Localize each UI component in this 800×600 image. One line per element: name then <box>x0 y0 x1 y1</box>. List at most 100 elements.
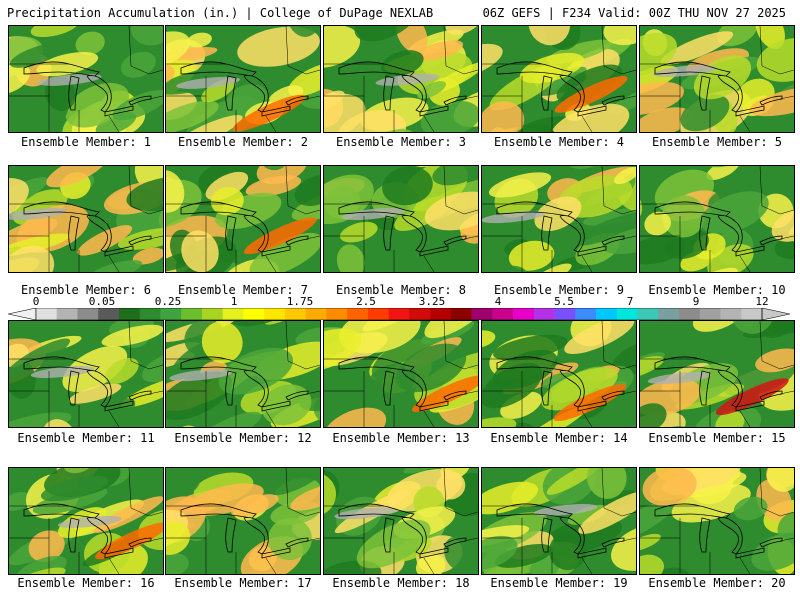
great-lakes-outline <box>496 503 625 559</box>
great-lakes-outline <box>180 61 309 117</box>
great-lakes-outline <box>180 503 309 559</box>
ensemble-map-panel <box>639 320 795 428</box>
ensemble-member-label: Ensemble Member: 5 <box>651 135 783 149</box>
colorbar-swatch <box>181 308 203 320</box>
colorbar-tick-label: 1 <box>230 295 238 308</box>
state-borders <box>324 468 478 574</box>
colorbar-swatch <box>56 308 78 320</box>
state-borders <box>166 468 320 574</box>
colorbar-swatch <box>222 308 244 320</box>
colorbar-tick-label: 1.75 <box>286 295 314 308</box>
state-borders <box>640 26 794 132</box>
great-lakes-outline <box>338 201 467 257</box>
precip-field <box>482 468 636 574</box>
colorbar-swatch <box>596 308 618 320</box>
colorbar-swatch <box>201 308 223 320</box>
precip-field <box>482 321 636 427</box>
precip-field <box>9 321 163 427</box>
ensemble-member-label: Ensemble Member: 11 <box>17 431 155 445</box>
ensemble-map-panel <box>639 25 795 133</box>
great-lakes-outline <box>654 503 783 559</box>
colorbar-swatch <box>720 308 742 320</box>
ensemble-map-panel <box>323 165 479 273</box>
great-lakes-outline <box>23 201 152 257</box>
ensemble-map-panel <box>481 25 637 133</box>
state-borders <box>482 321 636 427</box>
state-borders <box>166 26 320 132</box>
ensemble-map-panel <box>8 467 164 575</box>
colorbar-tick-label: 2.5 <box>356 295 376 308</box>
ensemble-map-panel <box>481 165 637 273</box>
great-lakes-outline <box>654 61 783 117</box>
colorbar-swatch <box>139 308 161 320</box>
colorbar-swatch <box>616 308 638 320</box>
run-valid-time: 06Z GEFS | F234 Valid: 00Z THU NOV 27 20… <box>482 6 786 20</box>
precip-field <box>640 321 794 427</box>
ensemble-map-panel <box>481 320 637 428</box>
ensemble-map-panel <box>8 165 164 273</box>
colorbar-tick-label: 0.25 <box>154 295 182 308</box>
colorbar-labels: 0 0.05 0.25 1 1.75 2.5 3.25 4 5.5 7 9 12 <box>8 296 790 308</box>
ensemble-map-panel <box>165 467 321 575</box>
colorbar-tick-label: 4 <box>494 295 502 308</box>
state-borders <box>166 321 320 427</box>
precip-field <box>482 166 636 272</box>
great-lakes-outline <box>338 61 467 117</box>
great-lakes-outline <box>338 503 467 559</box>
ensemble-member-label: Ensemble Member: 16 <box>17 576 155 590</box>
map-title: Precipitation Accumulation (in.) | Colle… <box>7 6 434 20</box>
ensemble-member-label: Ensemble Member: 13 <box>332 431 470 445</box>
colorbar-swatch <box>492 308 514 320</box>
ensemble-map-panel <box>8 320 164 428</box>
state-borders <box>9 321 163 427</box>
ensemble-map-panel <box>165 165 321 273</box>
colorbar-swatches <box>8 308 790 320</box>
colorbar-swatch <box>326 308 348 320</box>
colorbar-swatch <box>450 308 472 320</box>
colorbar-swatch <box>118 308 141 320</box>
ensemble-map-panel <box>165 320 321 428</box>
colorbar-swatch <box>264 308 286 320</box>
colorbar-swatch <box>533 308 555 320</box>
colorbar-tick-label: 9 <box>692 295 700 308</box>
colorbar-tick-label: 3.25 <box>418 295 446 308</box>
ensemble-member-label: Ensemble Member: 8 <box>335 283 467 297</box>
great-lakes-outline <box>654 356 783 412</box>
ensemble-member-label: Ensemble Member: 1 <box>20 135 152 149</box>
colorbar-swatch <box>658 308 680 320</box>
colorbar-swatch <box>699 308 721 320</box>
ensemble-map-panel <box>639 467 795 575</box>
colorbar-swatch <box>471 308 493 320</box>
ensemble-map-panel <box>481 467 637 575</box>
ensemble-member-label: Ensemble Member: 12 <box>174 431 312 445</box>
precip-field <box>482 26 636 132</box>
ensemble-map-panel <box>323 25 479 133</box>
great-lakes-outline <box>496 201 625 257</box>
great-lakes-outline <box>23 61 152 117</box>
colorbar-tick-label: 0.05 <box>88 295 116 308</box>
colorbar-swatch <box>575 308 597 320</box>
ensemble-map-panel <box>165 25 321 133</box>
ensemble-member-label: Ensemble Member: 9 <box>493 283 625 297</box>
state-borders <box>482 166 636 272</box>
precip-field <box>166 26 320 132</box>
ensemble-member-label: Ensemble Member: 15 <box>648 431 786 445</box>
colorbar-swatch <box>305 308 327 320</box>
colorbar-tick-label: 5.5 <box>554 295 574 308</box>
state-borders <box>9 26 163 132</box>
precip-field <box>166 321 320 427</box>
ensemble-map-panel <box>8 25 164 133</box>
ensemble-member-label: Ensemble Member: 4 <box>493 135 625 149</box>
colorbar-swatch <box>741 308 763 320</box>
colorbar-swatch <box>637 308 659 320</box>
state-borders <box>324 321 478 427</box>
state-borders <box>482 468 636 574</box>
ensemble-member-label: Ensemble Member: 10 <box>648 283 786 297</box>
great-lakes-outline <box>23 503 152 559</box>
state-borders <box>324 26 478 132</box>
precip-field <box>9 468 163 574</box>
ensemble-member-label: Ensemble Member: 7 <box>177 283 309 297</box>
precip-field <box>9 26 163 132</box>
precip-field <box>324 26 478 132</box>
